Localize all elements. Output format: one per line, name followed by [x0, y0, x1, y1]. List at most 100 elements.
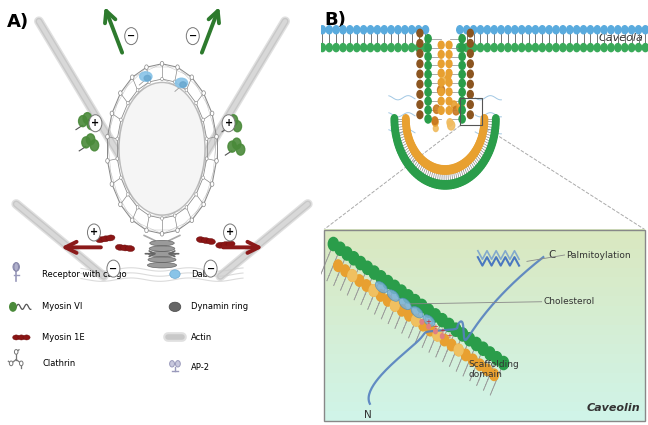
Circle shape: [481, 122, 487, 131]
Circle shape: [356, 256, 365, 269]
Circle shape: [518, 43, 525, 52]
Circle shape: [190, 218, 194, 223]
Circle shape: [443, 166, 449, 174]
Circle shape: [467, 101, 473, 108]
Text: −: −: [207, 264, 214, 274]
Circle shape: [401, 154, 408, 162]
Circle shape: [202, 91, 205, 96]
Circle shape: [431, 164, 438, 173]
Ellipse shape: [106, 235, 115, 241]
Circle shape: [469, 170, 476, 179]
Circle shape: [430, 163, 436, 172]
Circle shape: [417, 172, 423, 180]
Circle shape: [560, 26, 566, 34]
Circle shape: [459, 115, 465, 123]
Circle shape: [445, 166, 451, 174]
Circle shape: [367, 26, 374, 34]
Circle shape: [446, 107, 452, 114]
Circle shape: [174, 80, 176, 84]
Circle shape: [161, 77, 163, 81]
Circle shape: [417, 60, 423, 68]
Circle shape: [415, 26, 422, 34]
Circle shape: [202, 176, 205, 179]
Circle shape: [553, 43, 559, 52]
Circle shape: [422, 43, 428, 52]
Circle shape: [390, 300, 399, 311]
Circle shape: [467, 50, 473, 57]
Circle shape: [148, 214, 150, 218]
Circle shape: [384, 295, 392, 306]
Ellipse shape: [148, 252, 176, 257]
Circle shape: [459, 61, 465, 70]
Circle shape: [110, 111, 113, 116]
Circle shape: [319, 43, 325, 52]
Ellipse shape: [175, 78, 187, 88]
Circle shape: [402, 26, 408, 34]
Circle shape: [409, 26, 415, 34]
Ellipse shape: [169, 302, 181, 312]
Text: Caveolin: Caveolin: [586, 403, 640, 413]
Circle shape: [225, 118, 233, 129]
Circle shape: [438, 107, 444, 114]
Ellipse shape: [147, 263, 176, 268]
Text: Dynamin ring: Dynamin ring: [191, 302, 248, 312]
Circle shape: [434, 125, 438, 132]
Circle shape: [467, 91, 473, 98]
Circle shape: [326, 26, 332, 34]
Circle shape: [463, 43, 470, 52]
Bar: [324, 363, 645, 373]
Text: AP-2: AP-2: [191, 363, 210, 372]
Ellipse shape: [126, 246, 135, 252]
Circle shape: [319, 26, 325, 34]
Circle shape: [485, 149, 492, 158]
Bar: [324, 296, 645, 306]
Bar: [324, 306, 645, 315]
Circle shape: [176, 360, 180, 367]
Circle shape: [471, 169, 478, 177]
Circle shape: [422, 176, 429, 184]
Circle shape: [78, 116, 87, 127]
Circle shape: [441, 78, 446, 85]
Circle shape: [407, 163, 414, 171]
Circle shape: [467, 29, 473, 37]
Circle shape: [478, 161, 485, 169]
Circle shape: [419, 156, 426, 164]
Circle shape: [411, 314, 421, 326]
Circle shape: [477, 137, 484, 145]
Circle shape: [636, 26, 642, 34]
Circle shape: [476, 163, 483, 171]
Circle shape: [397, 305, 406, 316]
Ellipse shape: [115, 244, 124, 250]
Ellipse shape: [221, 242, 230, 248]
Circle shape: [391, 121, 398, 129]
Circle shape: [161, 217, 163, 220]
Circle shape: [452, 164, 459, 173]
Circle shape: [375, 43, 380, 52]
Circle shape: [376, 290, 385, 301]
Circle shape: [446, 51, 452, 58]
Circle shape: [204, 260, 217, 277]
Circle shape: [478, 135, 485, 143]
Circle shape: [416, 153, 422, 162]
Circle shape: [490, 369, 498, 380]
Circle shape: [397, 144, 403, 152]
Circle shape: [487, 146, 493, 155]
Circle shape: [445, 76, 450, 83]
Ellipse shape: [226, 241, 235, 247]
Circle shape: [463, 175, 470, 183]
Circle shape: [441, 181, 447, 189]
Bar: [324, 411, 645, 421]
Ellipse shape: [121, 245, 130, 251]
Circle shape: [417, 299, 427, 312]
Circle shape: [553, 26, 559, 34]
Circle shape: [326, 43, 332, 52]
Circle shape: [82, 137, 90, 148]
Circle shape: [457, 178, 463, 186]
Circle shape: [636, 43, 642, 52]
Circle shape: [560, 43, 566, 52]
Text: N: N: [364, 410, 372, 420]
Circle shape: [335, 242, 345, 255]
Circle shape: [211, 182, 214, 187]
Circle shape: [444, 318, 454, 332]
Circle shape: [438, 79, 444, 86]
